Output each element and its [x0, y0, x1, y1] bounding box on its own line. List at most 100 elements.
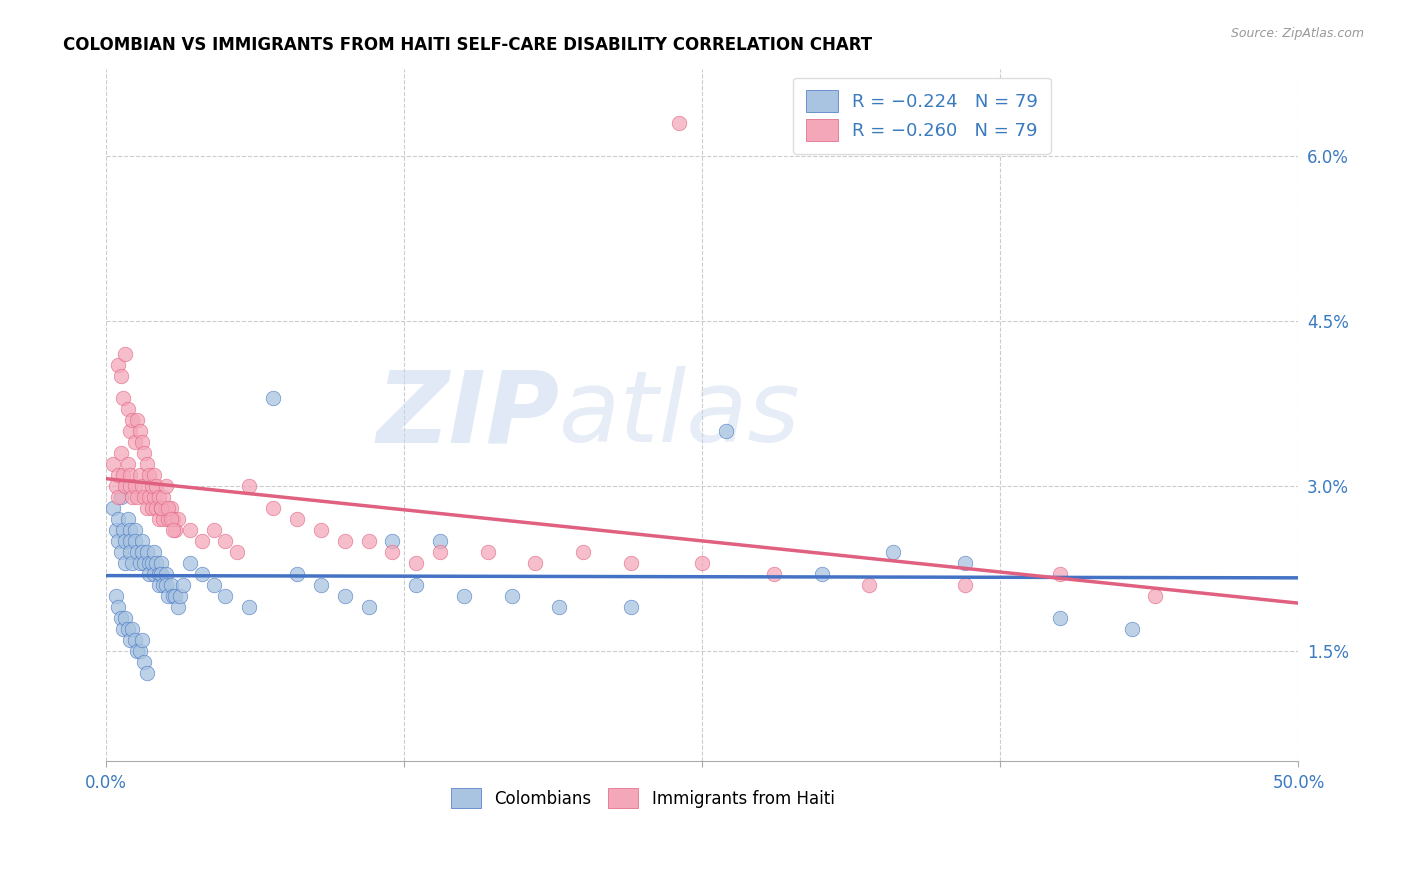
Point: [114, 347, 136, 361]
Point: [882, 545, 904, 559]
Point: [142, 468, 165, 483]
Point: [477, 545, 499, 559]
Point: [138, 490, 160, 504]
Point: [107, 600, 129, 615]
Point: [148, 512, 170, 526]
Legend: Colombians, Immigrants from Haiti: Colombians, Immigrants from Haiti: [444, 781, 841, 815]
Point: [152, 512, 174, 526]
Point: [110, 446, 132, 460]
Point: [165, 523, 187, 537]
Point: [127, 413, 149, 427]
Point: [117, 457, 139, 471]
Point: [145, 479, 167, 493]
Point: [148, 490, 170, 504]
Point: [124, 523, 146, 537]
Point: [668, 116, 690, 130]
Point: [148, 567, 170, 582]
Point: [107, 359, 129, 373]
Point: [157, 589, 180, 603]
Point: [150, 501, 173, 516]
Point: [165, 589, 187, 603]
Point: [162, 589, 184, 603]
Point: [134, 556, 156, 570]
Point: [117, 622, 139, 636]
Point: [405, 556, 427, 570]
Point: [111, 392, 134, 406]
Point: [162, 512, 184, 526]
Point: [120, 523, 142, 537]
Point: [120, 633, 142, 648]
Point: [121, 490, 143, 504]
Point: [131, 633, 153, 648]
Point: [104, 479, 127, 493]
Point: [262, 501, 284, 516]
Point: [159, 501, 181, 516]
Point: [111, 523, 134, 537]
Point: [572, 545, 595, 559]
Point: [107, 512, 129, 526]
Text: atlas: atlas: [560, 367, 801, 463]
Point: [114, 611, 136, 625]
Point: [202, 578, 225, 592]
Point: [214, 589, 236, 603]
Point: [202, 523, 225, 537]
Point: [405, 578, 427, 592]
Point: [172, 578, 194, 592]
Point: [152, 490, 174, 504]
Point: [226, 545, 249, 559]
Point: [357, 534, 380, 549]
Point: [145, 556, 167, 570]
Point: [128, 425, 150, 439]
Point: [810, 567, 832, 582]
Point: [127, 545, 149, 559]
Point: [135, 545, 157, 559]
Point: [120, 425, 142, 439]
Point: [120, 545, 142, 559]
Point: [131, 534, 153, 549]
Point: [103, 501, 125, 516]
Point: [114, 556, 136, 570]
Point: [121, 556, 143, 570]
Point: [309, 578, 332, 592]
Point: [142, 567, 165, 582]
Point: [429, 545, 451, 559]
Point: [190, 567, 212, 582]
Point: [138, 556, 160, 570]
Point: [166, 512, 188, 526]
Point: [141, 556, 163, 570]
Point: [381, 534, 404, 549]
Point: [111, 622, 134, 636]
Point: [104, 589, 127, 603]
Point: [128, 468, 150, 483]
Point: [141, 501, 163, 516]
Point: [111, 468, 134, 483]
Point: [262, 392, 284, 406]
Point: [107, 468, 129, 483]
Point: [142, 545, 165, 559]
Point: [309, 523, 332, 537]
Point: [214, 534, 236, 549]
Point: [135, 457, 157, 471]
Point: [155, 479, 177, 493]
Point: [169, 589, 191, 603]
Point: [159, 512, 181, 526]
Point: [110, 611, 132, 625]
Point: [238, 479, 260, 493]
Point: [124, 435, 146, 450]
Point: [110, 369, 132, 384]
Point: [501, 589, 523, 603]
Point: [141, 479, 163, 493]
Point: [548, 600, 571, 615]
Point: [135, 666, 157, 681]
Point: [120, 534, 142, 549]
Point: [131, 545, 153, 559]
Point: [128, 644, 150, 658]
Text: Source: ZipAtlas.com: Source: ZipAtlas.com: [1230, 27, 1364, 40]
Point: [155, 567, 177, 582]
Point: [107, 490, 129, 504]
Point: [124, 633, 146, 648]
Point: [121, 413, 143, 427]
Point: [121, 622, 143, 636]
Point: [114, 534, 136, 549]
Point: [117, 402, 139, 417]
